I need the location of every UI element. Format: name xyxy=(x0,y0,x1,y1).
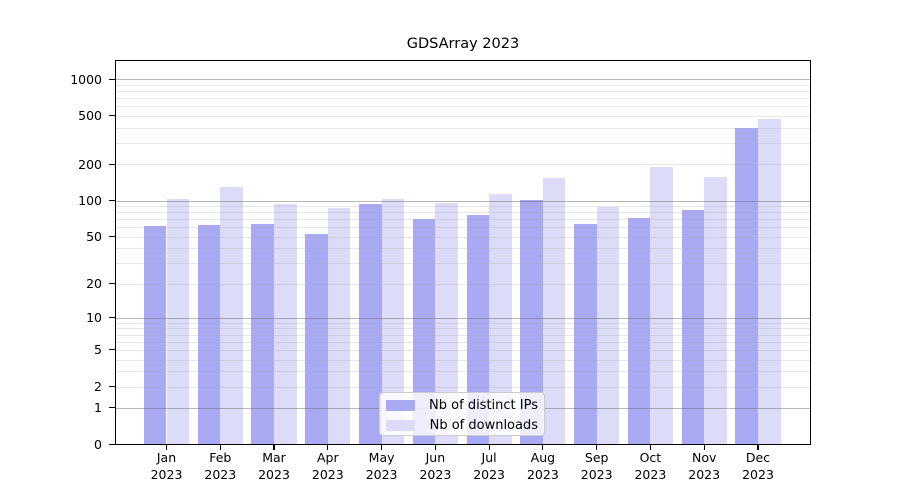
x-tick-label: Aug 2023 xyxy=(526,450,559,482)
bar-may-distinct-ips xyxy=(359,204,382,444)
y-tick-mark xyxy=(109,444,115,446)
x-tick-label: Jan 2023 xyxy=(150,450,183,482)
legend-swatch-distinct-ips xyxy=(386,400,415,411)
y-tick-mark xyxy=(109,349,115,351)
bar-feb-distinct-ips xyxy=(197,224,221,444)
bar-apr-distinct-ips xyxy=(305,233,328,444)
chart-title: GDSArray 2023 xyxy=(406,36,520,52)
bar-oct-downloads xyxy=(650,166,673,444)
bar-aug-distinct-ips xyxy=(520,200,543,444)
y-tick-label: 20 xyxy=(86,276,102,292)
bar-nov-distinct-ips xyxy=(681,209,705,444)
x-tick-mark xyxy=(703,445,705,450)
bars-layer xyxy=(116,61,810,444)
legend-label-downloads: Nb of downloads xyxy=(429,418,538,433)
y-tick-mark xyxy=(109,199,115,202)
bar-aug-downloads xyxy=(542,178,566,444)
bar-sep-distinct-ips xyxy=(574,223,597,444)
y-tick-label: 1 xyxy=(94,400,102,416)
x-tick-mark xyxy=(327,445,329,450)
bar-jan-downloads xyxy=(166,198,190,444)
y-tick-label: 5 xyxy=(94,342,102,358)
x-tick-mark xyxy=(381,445,383,450)
y-tick-label: 2 xyxy=(94,379,102,394)
x-tick-mark xyxy=(273,445,275,450)
bar-jul-downloads xyxy=(489,194,512,444)
x-tick-mark xyxy=(757,445,759,450)
x-tick-mark xyxy=(165,445,168,450)
x-tick-mark xyxy=(596,445,598,450)
y-tick-label: 50 xyxy=(86,229,102,245)
y-tick-mark xyxy=(109,78,115,80)
y-tick-mark xyxy=(109,115,115,117)
x-tick-label: Apr 2023 xyxy=(311,450,344,482)
bar-jan-distinct-ips xyxy=(143,226,167,444)
y-tick-label: 500 xyxy=(78,108,102,124)
y-tick-mark xyxy=(109,385,115,388)
bar-mar-downloads xyxy=(274,203,297,444)
plot-area xyxy=(115,60,811,445)
legend-label-distinct-ips: Nb of distinct IPs xyxy=(429,398,538,413)
bar-may-downloads xyxy=(381,199,405,444)
legend-swatch-downloads xyxy=(386,420,415,431)
bar-jun-downloads xyxy=(435,202,458,444)
y-tick-label: 100 xyxy=(78,193,102,208)
y-tick-mark xyxy=(109,317,115,319)
bar-dec-downloads xyxy=(758,118,781,444)
x-tick-label: Nov 2023 xyxy=(688,450,721,482)
x-tick-mark xyxy=(649,445,651,450)
bar-jun-distinct-ips xyxy=(412,219,436,444)
y-tick-mark xyxy=(109,283,115,285)
y-tick-label: 200 xyxy=(78,156,102,172)
y-tick-label: 10 xyxy=(86,310,102,326)
legend-row-downloads: Nb of downloads xyxy=(386,417,540,434)
x-tick-label: May 2023 xyxy=(365,450,398,482)
x-tick-label: Jun 2023 xyxy=(419,450,452,482)
x-tick-label: Mar 2023 xyxy=(258,450,290,482)
y-tick-mark xyxy=(109,236,115,238)
x-tick-mark xyxy=(434,445,436,450)
y-tick-mark xyxy=(109,407,115,409)
bar-sep-downloads xyxy=(596,207,620,444)
bar-jul-distinct-ips xyxy=(466,214,490,444)
y-tick-label: 0 xyxy=(94,437,102,453)
bar-oct-distinct-ips xyxy=(627,217,651,444)
bar-nov-downloads xyxy=(704,176,727,444)
bar-dec-distinct-ips xyxy=(735,128,758,444)
bar-feb-downloads xyxy=(220,186,243,444)
x-tick-label: Sep 2023 xyxy=(580,450,613,482)
bar-apr-downloads xyxy=(327,208,351,444)
x-tick-label: Jul 2023 xyxy=(473,450,505,482)
legend-row-distinct-ips: Nb of distinct IPs xyxy=(386,397,540,414)
x-tick-label: Feb 2023 xyxy=(204,450,237,482)
x-tick-label: Dec 2023 xyxy=(742,450,774,482)
x-tick-mark xyxy=(219,445,221,450)
y-tick-label: 1000 xyxy=(70,71,102,87)
bar-mar-distinct-ips xyxy=(251,223,274,444)
x-tick-mark xyxy=(542,445,544,450)
y-tick-mark xyxy=(109,163,115,165)
x-tick-mark xyxy=(488,445,490,450)
x-tick-label: Oct 2023 xyxy=(634,450,667,482)
legend: Nb of distinct IPs Nb of downloads xyxy=(379,392,545,436)
